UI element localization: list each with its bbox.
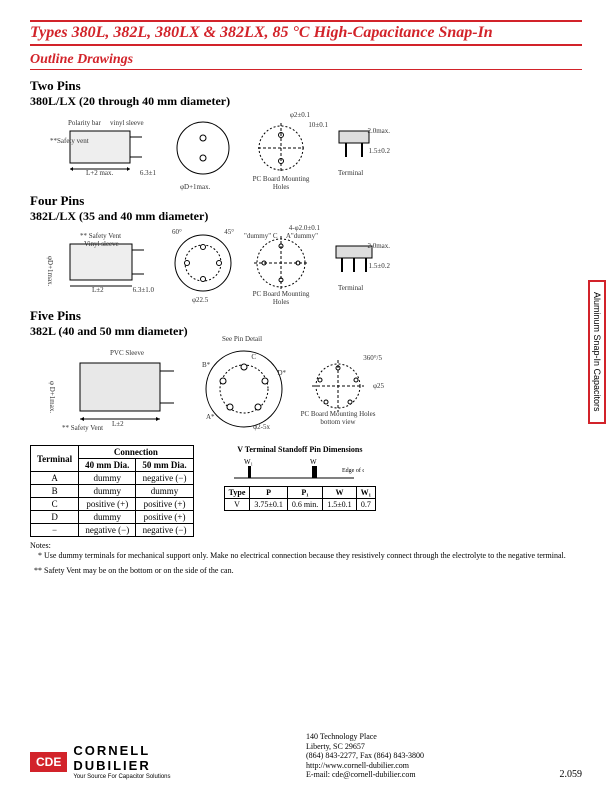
page-number: 2.059: [560, 769, 583, 780]
group-head-2: Five Pins: [30, 308, 582, 324]
svg-text:Edge of can: Edge of can: [342, 467, 364, 474]
side-tab: Aluminum Snap-In Capacitors: [588, 280, 606, 424]
group-head-1: Four Pins: [30, 193, 582, 209]
connection-table: TerminalConnection 40 mm Dia.50 mm Dia. …: [30, 445, 194, 537]
drawing-row-0: Polarity bar vinyl sleeve **Safety vent …: [50, 113, 582, 183]
group-desc-2: 382L (40 and 50 mm diameter): [30, 324, 582, 339]
group-desc-1: 382L/LX (35 and 40 mm diameter): [30, 209, 582, 224]
group-head-0: Two Pins: [30, 78, 582, 94]
page-title: Types 380L, 382L, 380LX & 382LX, 85 °C H…: [30, 20, 582, 46]
pin-dim-table: TypePP₁WW₁ V3.75±0.10.6 min.1.5±0.10.7: [224, 486, 376, 511]
pin-dim-diagram: W₁ W Edge of can: [224, 458, 364, 486]
pin-dim-title: V Terminal Standoff Pin Dimensions: [224, 445, 376, 454]
diagram-2pin-terminal: 2.0max. 1.5±0.2 Terminal: [324, 123, 384, 173]
diagram-2pin-top: φD+1max.: [168, 113, 238, 183]
footer-address: 140 Technology Place Liberty, SC 29657 (…: [306, 732, 424, 780]
diagram-2pin-side: Polarity bar vinyl sleeve **Safety vent …: [50, 119, 160, 177]
diagram-4pin-holes: 4-φ2.0±0.1 "dummy" C A"dummy" PC Board M…: [246, 228, 316, 298]
diagram-4pin-top: 60° 45° φ22.5: [168, 228, 238, 298]
group-desc-0: 380L/LX (20 through 40 mm diameter): [30, 94, 582, 109]
footer: CDE CORNELL DUBILIER Your Source For Cap…: [30, 732, 582, 780]
drawing-row-2: PVC Sleeve φ D+1max. ** Safety Vent L±2 …: [50, 343, 582, 435]
section-heading: Outline Drawings: [30, 52, 582, 70]
svg-text:W: W: [310, 458, 317, 466]
diagram-5pin-top: See Pin Detail B* C D* A* φ2-5x: [198, 343, 290, 435]
diagram-4pin-terminal: 2.0max. 1.5±0.2 Terminal: [324, 238, 384, 288]
drawing-row-1: ** Safety Vent Vinyl sleeve φD+1max. L±2…: [50, 228, 582, 298]
diagram-5pin-holes: 360°/5 φ25 PC Board Mounting Holes botto…: [298, 354, 378, 424]
diagram-4pin-side: ** Safety Vent Vinyl sleeve φD+1max. L±2…: [50, 234, 160, 292]
svg-text:W₁: W₁: [244, 458, 253, 466]
notes-block: Notes: * Use dummy terminals for mechani…: [30, 541, 582, 576]
diagram-2pin-holes: φ2±0.1 10±0.1 PC Board Mounting Holes: [246, 113, 316, 183]
cde-logo: CDE: [30, 752, 67, 772]
diagram-5pin-side: PVC Sleeve φ D+1max. ** Safety Vent L±2: [50, 347, 190, 432]
